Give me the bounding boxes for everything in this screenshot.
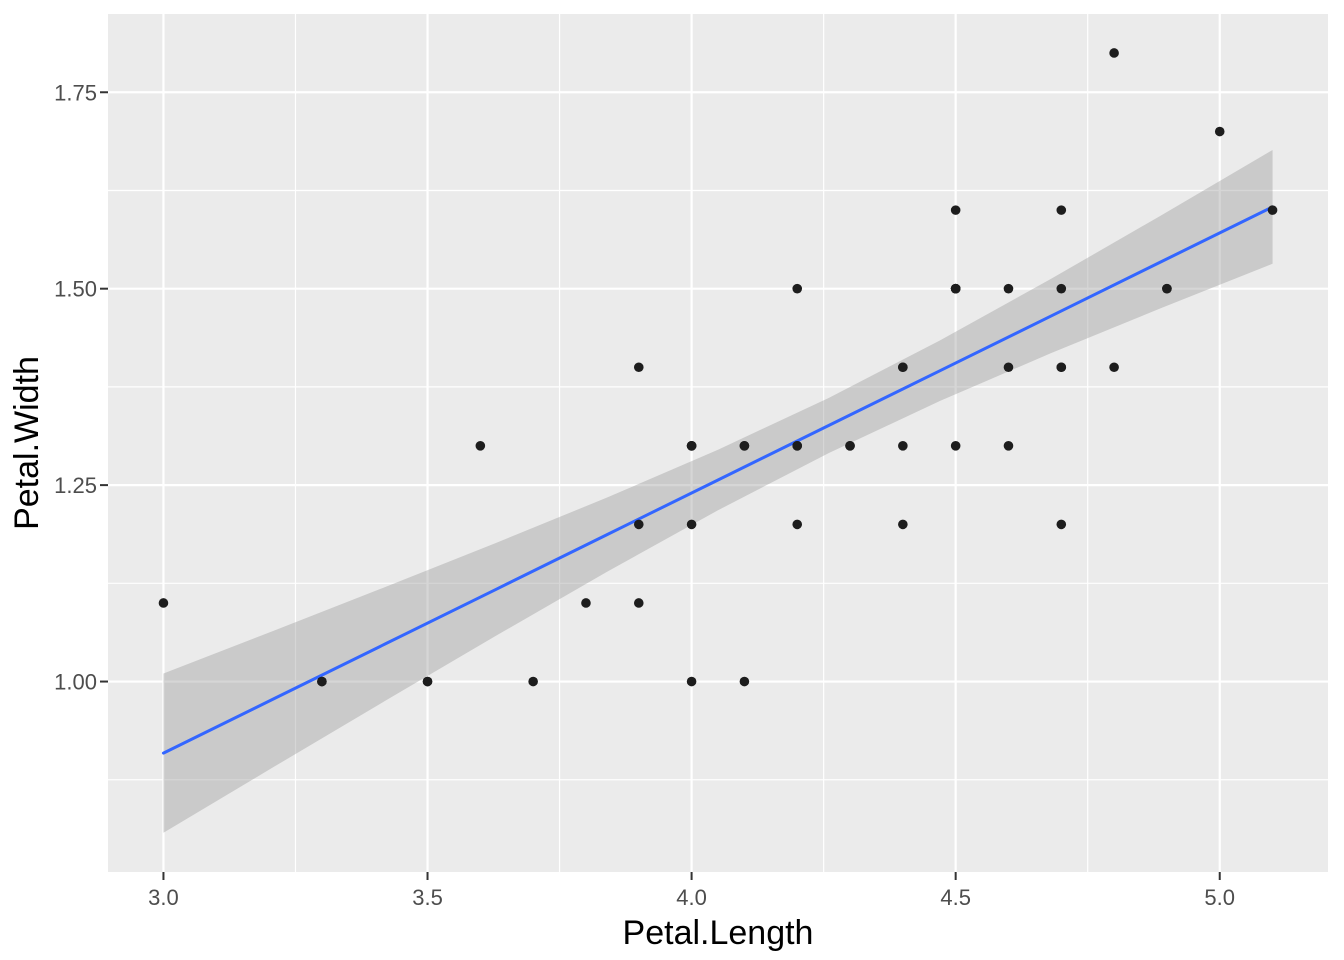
data-point xyxy=(528,676,538,687)
y-tick-label: 1.25 xyxy=(54,473,97,498)
data-point xyxy=(845,441,855,451)
data-point xyxy=(1056,519,1067,530)
y-axis-title: Petal.Width xyxy=(8,356,46,530)
data-point xyxy=(581,598,591,608)
confidence-band xyxy=(163,150,1273,833)
data-point xyxy=(317,676,327,687)
axis-tick-marks xyxy=(100,91,1221,880)
regression-line-path xyxy=(161,205,1275,755)
data-point xyxy=(686,519,697,530)
x-axis-title: Petal.Length xyxy=(623,914,814,952)
data-point xyxy=(792,283,803,294)
data-point xyxy=(898,362,908,373)
x-tick-label: 3.0 xyxy=(148,885,179,910)
y-axis-tick-labels: 1.00 1.25 1.50 1.75 xyxy=(54,80,97,694)
y-tick-label: 1.50 xyxy=(54,277,97,302)
data-point xyxy=(739,441,750,451)
data-point xyxy=(898,519,908,530)
x-axis-tick-labels: 3.0 3.5 4.0 4.5 5.0 xyxy=(148,885,1235,910)
data-point xyxy=(686,676,697,687)
gridlines-minor xyxy=(108,14,1328,872)
data-point xyxy=(950,205,961,215)
data-point xyxy=(792,441,803,451)
data-point xyxy=(1162,283,1172,294)
data-point xyxy=(1214,126,1225,137)
data-point xyxy=(633,598,644,608)
data-point xyxy=(1056,205,1067,215)
data-point xyxy=(422,676,433,687)
data-point xyxy=(686,441,697,451)
scatter-points xyxy=(158,48,1278,687)
regression-line xyxy=(161,205,1275,755)
data-point xyxy=(1056,283,1067,294)
x-tick-label: 4.5 xyxy=(940,885,971,910)
data-point xyxy=(950,441,961,451)
data-point xyxy=(1056,362,1067,373)
plot-panel-background xyxy=(108,14,1328,872)
data-point xyxy=(898,441,908,451)
x-tick-label: 3.5 xyxy=(412,885,443,910)
data-point xyxy=(1003,283,1014,294)
data-point xyxy=(475,441,486,451)
data-point xyxy=(633,362,644,373)
data-point xyxy=(158,598,169,608)
data-point xyxy=(739,676,750,687)
data-point xyxy=(1003,441,1014,451)
data-point xyxy=(1003,362,1014,373)
data-point xyxy=(1109,362,1119,373)
x-tick-label: 5.0 xyxy=(1204,885,1235,910)
data-point xyxy=(1267,205,1278,215)
y-tick-label: 1.00 xyxy=(54,670,97,695)
data-point xyxy=(950,283,961,294)
y-tick-label: 1.75 xyxy=(54,80,97,105)
confidence-band-polygon xyxy=(163,150,1273,833)
data-point xyxy=(792,519,803,530)
data-point xyxy=(633,519,644,530)
x-tick-label: 4.0 xyxy=(676,885,707,910)
data-point xyxy=(1109,48,1119,58)
